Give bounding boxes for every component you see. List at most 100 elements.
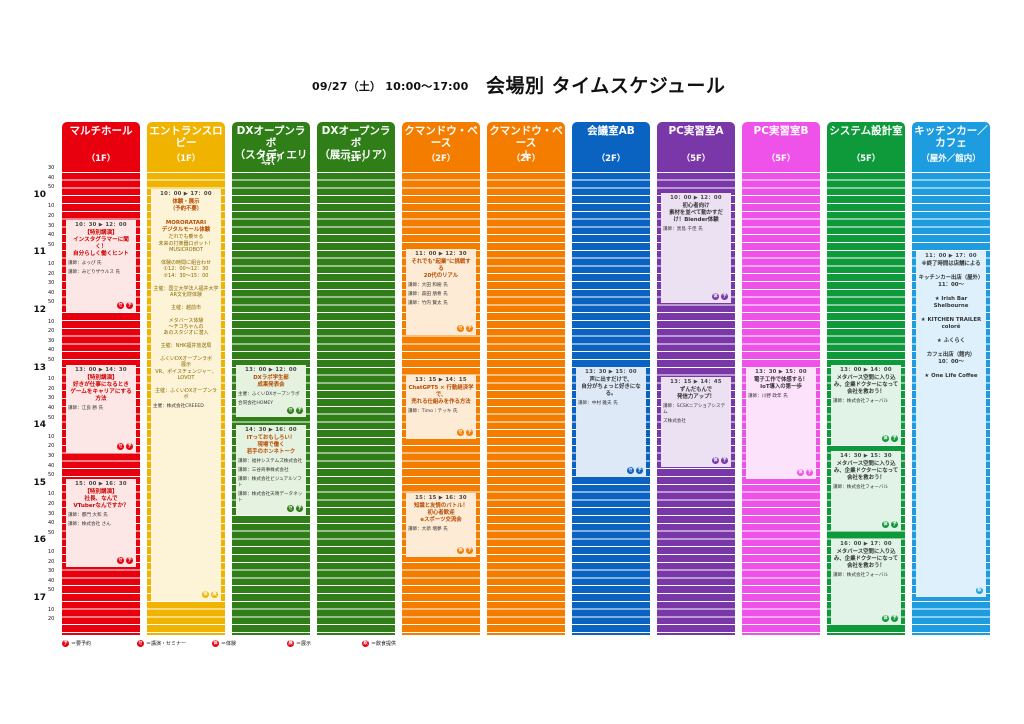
venue-floor: （1F） <box>341 154 371 164</box>
event-time: 13：15 ▶ 14：45 <box>670 379 722 385</box>
event-card[interactable]: 15：00 ▶ 16：30 【特別講演】 社長、なんで VTuberなんですか？ 講師：… <box>66 479 136 567</box>
event-speaker: 講師：株式会社フォーバル <box>833 485 889 491</box>
minute-label: 20 <box>48 558 55 565</box>
hour-label: 11 <box>33 247 46 258</box>
event-card[interactable]: 13：15 ▶ 14：45 ずんだもんで 発信力アップ！ 講師：SCSKニアショアシス… <box>661 377 731 467</box>
category-badge: 体 <box>882 615 889 622</box>
event-speaker: 講師：大田 和樹 氏 <box>408 283 448 289</box>
event-title-line: （予約不要） <box>169 206 203 213</box>
minute-label: 10 <box>48 261 55 267</box>
event-speaker: 講師：Timo｜テッキ 氏 <box>408 409 458 415</box>
venue-column: DXオープンラボ （スタディエリア）（1F） 13：00 ▶ 12：00 DXラボ学… <box>232 122 310 635</box>
event-card[interactable]: 10：00 ▶ 17：00 体験・展示 （予約不要） MORORATARI デジタルモ… <box>151 189 221 601</box>
minute-label: 50 <box>48 299 55 306</box>
event-card[interactable]: 13：30 ▶ 15：00 電子工作で体感する！ IoT導入の第一歩 講師：川野 政年… <box>746 367 816 479</box>
event-title-line: 11：00～ <box>938 282 964 289</box>
minute-label: 50 <box>48 357 55 363</box>
event-title-line: ★ Irish Bar <box>934 296 968 303</box>
event-title-line: み、企業ドクターになって <box>833 468 899 475</box>
event-title-line: 自分がちょっと好きになる。 <box>581 384 641 398</box>
event-title-line <box>153 213 219 220</box>
event-extra-line: 主催：越前市 <box>170 304 201 311</box>
event-speaker: 主催：株式会社CREEED <box>153 403 204 409</box>
event-card[interactable]: 13：00 ▶ 12：00 DXラボ学生部 成果発表会 主催：ふくいDXオープンラボ合… <box>236 365 306 417</box>
venue-timeline <box>487 165 565 635</box>
minute-label: 30 <box>48 395 55 402</box>
event-time: 14：30 ▶ 16：00 <box>245 427 297 433</box>
minute-label: 10 <box>48 433 55 440</box>
event-extra-line: 主催：NHK福井放送局 <box>160 343 212 350</box>
minute-label: 50 <box>48 529 55 536</box>
venue-floor: （屋外／館内） <box>921 154 981 164</box>
category-badge: セ <box>117 557 124 564</box>
category-badge: 予 <box>806 469 813 476</box>
event-title-line: 若手のホンネトーク <box>246 449 296 456</box>
event-title-line: 好きが仕事になるとき <box>73 382 129 389</box>
event-time: 13：30 ▶ 15：00 <box>755 369 807 375</box>
event-time: 13：15 ▶ 14：15 <box>415 377 467 383</box>
event-extra-line: ①12：00～12：30 <box>163 266 209 273</box>
minute-label: 20 <box>48 616 55 623</box>
event-date: 09/27（土） 10:00～17:00 <box>312 80 469 93</box>
event-extra-line: ②14：30～15：00 <box>163 272 209 279</box>
event-card[interactable]: 10：30 ▶ 12：00 【特別講演】 インスタグラマーに聞く！ 自分らしく働くヒン… <box>66 220 136 312</box>
event-title-line: 素材を並べて動かすだ <box>669 210 723 217</box>
venue-column: システム設計室 （5F） 13：00 ▶ 14：00 メタバース空間に入り込 み、企業ド… <box>827 122 905 635</box>
event-card[interactable]: 11：00 ▶ 12：30 それでも"起業"に挑戦する 20代のリアル 講師：大田 和… <box>406 249 476 335</box>
minute-label: 30 <box>48 165 55 171</box>
minute-label: 20 <box>48 213 55 219</box>
event-card[interactable]: 13：15 ▶ 14：15 ChatGPT5 × 行動経済学 で、 売れる仕組みを作る… <box>406 375 476 439</box>
event-title-line <box>918 366 984 373</box>
venue-column: クマンドウ・ベース ＋（2F） <box>487 122 565 635</box>
event-card[interactable]: 15：15 ▶ 16：30 知識と友情のバトル！ 初心者歓迎 eスポーツ交流会 講師：大… <box>406 493 476 557</box>
legend-item: 予＝要予約 <box>62 640 91 648</box>
event-title-line: それでも"起業"に挑戦す <box>411 259 471 266</box>
event-title-line: メタバース空間に入り込 <box>836 375 896 382</box>
venue-floor: （5F） <box>766 154 796 164</box>
venue-column: エントランスロビー （1F） 10：00 ▶ 17：00 体験・展示 （予約不要） MO… <box>147 122 225 635</box>
event-card[interactable]: 16：00 ▶ 17：00 メタバース空間に入り込 み、企業ドクターになって 会社を救… <box>831 539 901 625</box>
category-badge: 予 <box>126 302 133 309</box>
hour-label: 14 <box>33 420 46 431</box>
minute-label: 20 <box>48 270 55 277</box>
category-badge: セ <box>117 443 124 450</box>
event-card[interactable]: 10：00 ▶ 12：00 初心者向け 素材を並べて動かすだ け！Blender体験講… <box>661 193 731 303</box>
event-card[interactable]: 13：00 ▶ 14：30 【特別講演】 好きが仕事になるとき ゲームをキャリアにする… <box>66 365 136 453</box>
event-card[interactable]: 14：30 ▶ 16：00 ITっておもしろい！ 現場で働く 若手のホンネトーク 講師：… <box>236 425 306 515</box>
event-title-line: 初心者歓迎 <box>427 510 455 517</box>
venue-header: PC実習室A （5F） <box>657 122 735 165</box>
event-title-line: 自分らしく働くヒント <box>73 251 129 258</box>
venue-header: システム設計室 （5F） <box>827 122 905 165</box>
event-card[interactable]: 14：30 ▶ 15：30 メタバース空間に入り込 み、企業ドクターになって 会社を救… <box>831 451 901 531</box>
category-badge: 体 <box>457 547 464 554</box>
venue-column: マルチホール （1F） 10：30 ▶ 12：00 【特別講演】 インスタグラマーに聞く… <box>62 122 140 635</box>
minute-label: 50 <box>48 241 55 248</box>
event-extra-line: VR、ポイスチェンジャー、 <box>155 368 217 375</box>
venue-floor: （2F） <box>426 154 456 164</box>
minute-label: 40 <box>48 520 55 527</box>
category-badge: 体 <box>797 469 804 476</box>
event-title-line: 【特別講演】 <box>84 230 118 237</box>
event-card[interactable]: 13：30 ▶ 15：00 声に出すだけで、 自分がちょっと好きになる。 講師：中村 … <box>576 367 646 477</box>
event-extra-line: ふくいDXオープンラボ <box>160 356 212 363</box>
event-title-line: ★ One Life Coffee <box>924 373 978 380</box>
event-title-line: 電子工作で体感する！ <box>754 377 808 384</box>
event-card[interactable]: 11：00 ▶ 17：00 ※終了時間は店舗による キッチンカー出店（屋外） 11：… <box>916 251 986 597</box>
event-title-line: 体験・展示 <box>172 199 200 206</box>
event-badges: 体予 <box>882 615 898 622</box>
venue-column: PC実習室B （5F） 13：30 ▶ 15：00 電子工作で体感する！ IoT導入の第… <box>742 122 820 635</box>
time-axis: 10 11 12 13 14 15 16 17 30 40 50 10 20 30 40 50 10 20 30 40… <box>30 165 58 635</box>
category-badge: 予 <box>891 435 898 442</box>
event-title-line: インスタグラマーに聞く！ <box>73 237 129 251</box>
venue-header: クマンドウ・ベース ＋（2F） <box>487 122 565 165</box>
minute-label: 10 <box>48 318 55 325</box>
event-speaker: 講師：中村 雅夫 氏 <box>578 401 618 407</box>
event-time: 13：00 ▶ 14：30 <box>75 367 127 373</box>
venue-name: 会議室AB <box>587 125 635 137</box>
event-card[interactable]: 13：00 ▶ 14：00 メタバース空間に入り込 み、企業ドクターになって 会社を救… <box>831 365 901 445</box>
category-badge: 予 <box>466 429 473 436</box>
event-title-line: み、企業ドクターになって <box>833 556 899 563</box>
venue-floor: （2F） <box>511 154 541 164</box>
event-speaker: 講師：都門 大和 氏 <box>68 513 108 519</box>
event-extra-line: LOVOT <box>177 375 195 382</box>
